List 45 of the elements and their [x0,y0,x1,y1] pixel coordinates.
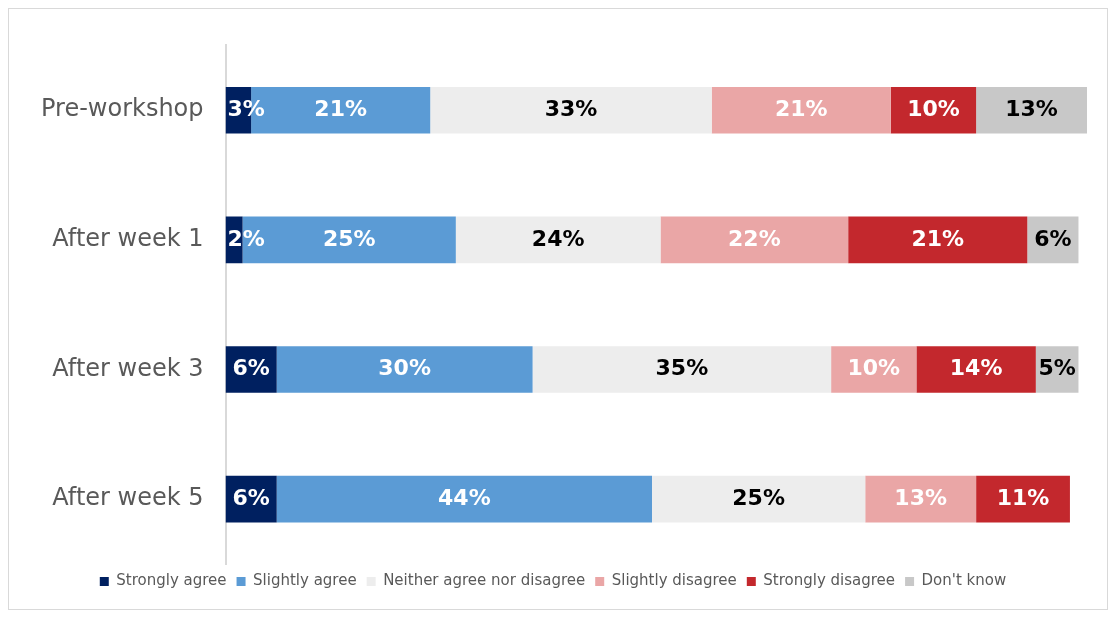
data-label: 35% [655,355,709,381]
y-tick-label: After week 3 [52,353,204,382]
data-label: 13% [894,484,948,510]
bar [532,346,832,393]
legend-label: Strongly agree [116,571,227,590]
data-label: 11% [996,484,1050,510]
data-label: 30% [378,355,431,381]
data-label: 33% [544,95,598,121]
data-label: 25% [322,225,376,251]
data-label: 6% [232,484,270,510]
data-label: 21% [774,95,828,121]
bar [276,346,533,393]
data-label: 24% [531,225,585,251]
bar [976,86,1087,134]
data-label: 14% [949,355,1003,381]
y-tick-label: After week 5 [52,483,204,512]
bar [848,216,1028,264]
data-label: 3% [227,95,265,121]
data-label: 44% [438,484,491,510]
bar [455,216,661,264]
legend-label: Slightly disagree [611,571,737,590]
bar [865,475,977,523]
legend-label: Don't know [921,571,1007,590]
bar [976,475,1070,523]
bar [916,346,1036,393]
data-label: 10% [907,95,960,121]
legend-label: Neither agree nor disagree [383,571,586,590]
data-label: 5% [1038,355,1076,381]
y-tick-label: Pre-workshop [41,94,204,123]
y-tick-label: After week 1 [52,224,204,253]
data-label: 21% [911,225,965,251]
bar [660,216,849,264]
bar [652,475,866,523]
data-label: 22% [728,225,781,251]
legend-label: Slightly agree [253,571,357,590]
bar [276,475,652,523]
data-label: 25% [732,484,785,510]
bar [711,86,891,134]
data-label: 6% [232,355,270,381]
data-label: 21% [314,95,368,121]
data-label: 6% [1034,225,1072,251]
bar [430,86,712,134]
legend-label: Strongly disagree [763,571,896,590]
data-label: 13% [1005,95,1058,121]
data-label: 10% [847,355,901,381]
